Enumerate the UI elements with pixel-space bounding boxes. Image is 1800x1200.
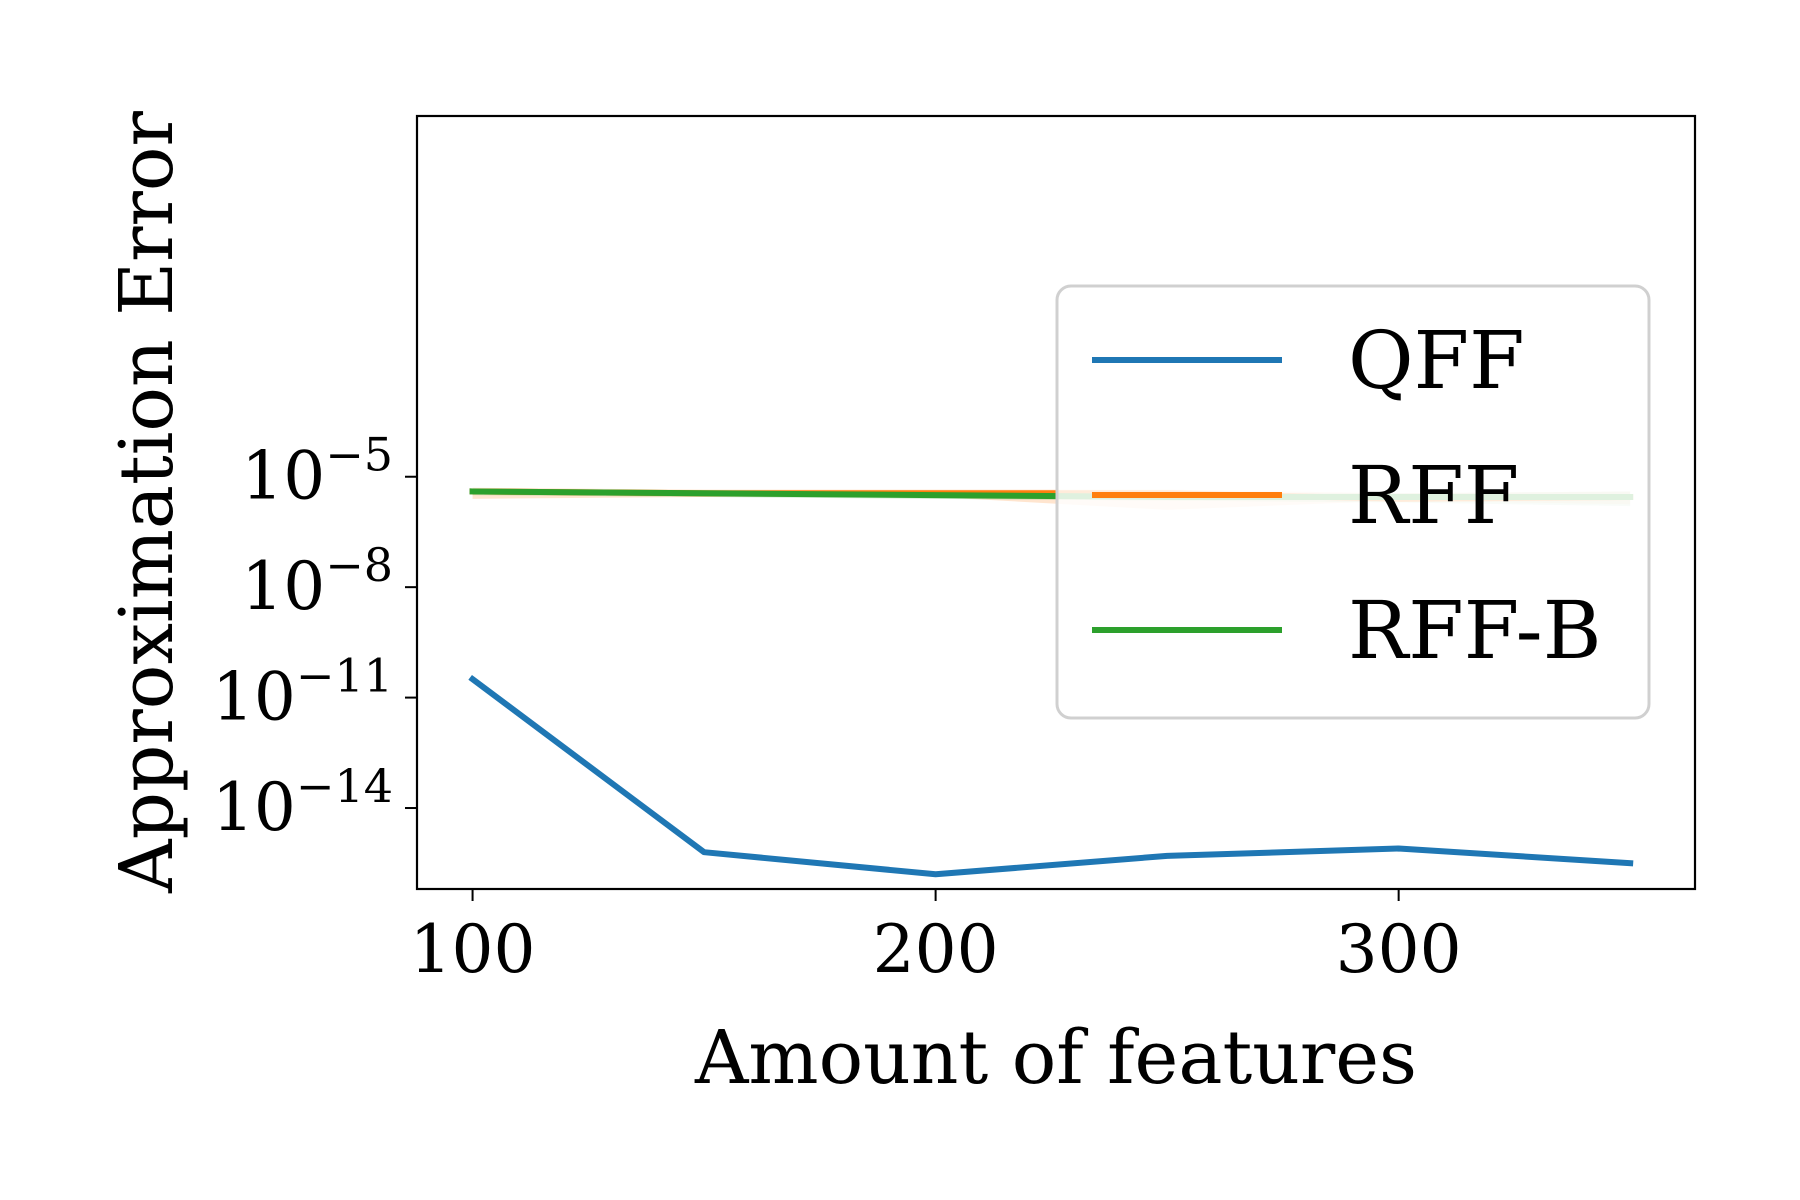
legend-box bbox=[1055, 284, 1651, 720]
line-qff bbox=[468, 674, 1634, 878]
legend-label-rff: RFF bbox=[1348, 449, 1519, 542]
legend-label-rff-b: RFF-B bbox=[1348, 584, 1601, 677]
legend-label-qff: QFF bbox=[1348, 314, 1525, 407]
x-axis-label: Amount of features bbox=[694, 1015, 1417, 1101]
y-tick-label: 10−11 bbox=[212, 649, 393, 736]
y-tick-label: 10−14 bbox=[212, 759, 393, 846]
y-axis: 10−5 10−8 10−11 10−14 bbox=[212, 428, 417, 846]
x-tick-label: 200 bbox=[873, 911, 999, 988]
legend-items: QFF RFF RFF-B bbox=[1092, 314, 1601, 677]
x-tick-label: 300 bbox=[1336, 911, 1462, 988]
x-axis: 100 200 300 bbox=[410, 889, 1462, 988]
plot-area-frame bbox=[415, 114, 1697, 891]
y-axis-label: Approximation Error bbox=[104, 111, 190, 894]
y-tick-label: 10−8 bbox=[241, 538, 393, 625]
legend: QFF RFF RFF-B bbox=[1055, 284, 1651, 720]
y-tick-label: 10−5 bbox=[241, 428, 393, 515]
x-tick-label: 100 bbox=[410, 911, 536, 988]
